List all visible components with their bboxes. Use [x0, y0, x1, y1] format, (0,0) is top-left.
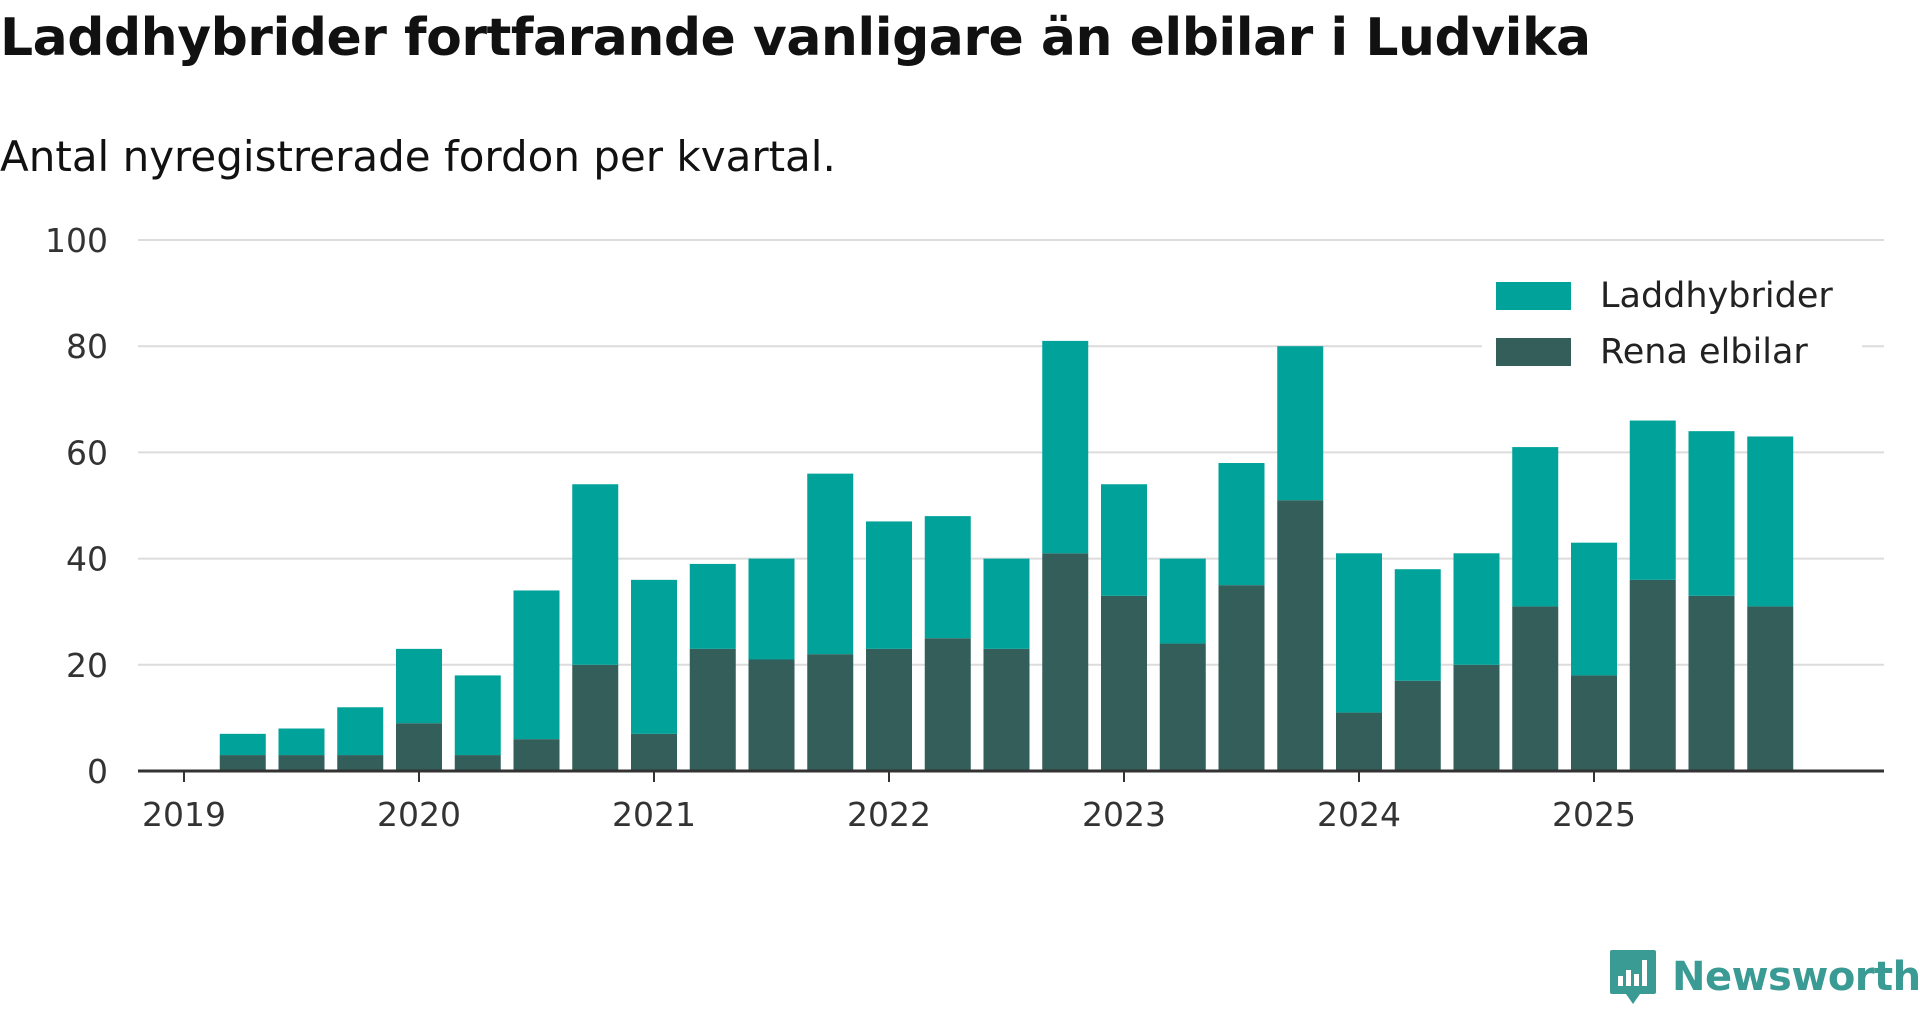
- x-tick-label: 2025: [1552, 795, 1636, 834]
- bar-laddhybrider: [983, 558, 1030, 649]
- bar-laddhybrider: [278, 728, 325, 756]
- bar-laddhybrider: [866, 521, 912, 649]
- bar-rena-elbilar: [337, 755, 384, 771]
- x-tick-label: 2023: [1082, 795, 1166, 834]
- bar-rena-elbilar: [454, 755, 501, 771]
- y-tick-label: 60: [66, 433, 108, 472]
- bar-laddhybrider: [1277, 346, 1324, 501]
- bar-laddhybrider: [1453, 553, 1500, 665]
- bar-rena-elbilar: [748, 659, 795, 771]
- bar-laddhybrider: [807, 473, 854, 655]
- bar-rena-elbilar: [1101, 595, 1147, 771]
- x-tick-label: 2020: [377, 795, 461, 834]
- newsworthy-logo[interactable]: Newsworthy: [1608, 948, 1920, 1006]
- x-tick-label: 2021: [612, 795, 696, 834]
- y-tick-label: 40: [66, 540, 108, 579]
- bar-rena-elbilar: [1747, 606, 1794, 771]
- bar-rena-elbilar: [572, 664, 619, 771]
- y-tick-label: 20: [66, 646, 108, 685]
- bar-laddhybrider: [396, 648, 442, 724]
- bar-laddhybrider: [513, 590, 560, 740]
- chart-subtitle: Antal nyregistrerade fordon per kvartal.: [0, 132, 836, 181]
- bar-laddhybrider: [1042, 340, 1089, 554]
- bar-laddhybrider: [337, 707, 384, 756]
- y-tick-label: 0: [87, 752, 108, 791]
- x-tick-label: 2024: [1317, 795, 1401, 834]
- bar-rena-elbilar: [689, 648, 736, 771]
- bar-laddhybrider: [1512, 447, 1559, 607]
- bar-rena-elbilar: [1159, 643, 1206, 771]
- bar-rena-elbilar: [1042, 553, 1089, 771]
- legend-label: Rena elbilar: [1600, 332, 1808, 372]
- bar-laddhybrider: [572, 484, 619, 665]
- bar-rena-elbilar: [983, 648, 1030, 771]
- bar-rena-elbilar: [866, 648, 912, 771]
- bar-laddhybrider: [748, 558, 795, 660]
- chart-title: Laddhybrider fortfarande vanligare än el…: [0, 8, 1591, 68]
- bar-laddhybrider: [1629, 420, 1676, 580]
- bar-rena-elbilar: [631, 733, 677, 771]
- logo-text: Newsworthy: [1672, 954, 1920, 1000]
- x-tick-label: 2022: [847, 795, 931, 834]
- bar-laddhybrider: [1218, 463, 1265, 586]
- bar-rena-elbilar: [396, 723, 442, 771]
- bar-laddhybrider: [689, 563, 736, 649]
- bar-rena-elbilar: [1688, 595, 1735, 771]
- bar-laddhybrider: [1336, 553, 1382, 713]
- bar-rena-elbilar: [1394, 680, 1441, 771]
- newsworthy-logo-icon: [1610, 950, 1656, 1004]
- bar-rena-elbilar: [1512, 606, 1559, 771]
- x-tick-label: 2019: [142, 795, 226, 834]
- bar-rena-elbilar: [1277, 500, 1324, 771]
- bar-rena-elbilar: [1453, 664, 1500, 771]
- y-tick-label: 100: [45, 221, 108, 260]
- bar-laddhybrider: [631, 579, 677, 734]
- bar-laddhybrider: [1159, 558, 1206, 644]
- bar-rena-elbilar: [1218, 585, 1265, 771]
- bar-rena-elbilar: [513, 739, 560, 771]
- bar-rena-elbilar: [278, 755, 325, 771]
- bar-rena-elbilar: [924, 638, 971, 771]
- bar-rena-elbilar: [1629, 579, 1676, 771]
- bar-rena-elbilar: [807, 654, 854, 771]
- legend-label: Laddhybrider: [1600, 276, 1833, 316]
- bar-laddhybrider: [924, 516, 971, 639]
- y-tick-label: 80: [66, 327, 108, 366]
- bar-laddhybrider: [454, 675, 501, 756]
- bar-rena-elbilar: [1336, 712, 1382, 771]
- bar-laddhybrider: [219, 733, 266, 756]
- legend-swatch: [1496, 282, 1571, 310]
- bar-laddhybrider: [1571, 542, 1617, 676]
- bar-laddhybrider: [1688, 431, 1735, 596]
- bar-laddhybrider: [1747, 436, 1794, 607]
- bar-laddhybrider: [1394, 569, 1441, 681]
- bar-rena-elbilar: [219, 755, 266, 771]
- legend-swatch: [1496, 338, 1571, 366]
- bar-laddhybrider: [1101, 484, 1147, 596]
- bar-rena-elbilar: [1571, 675, 1617, 771]
